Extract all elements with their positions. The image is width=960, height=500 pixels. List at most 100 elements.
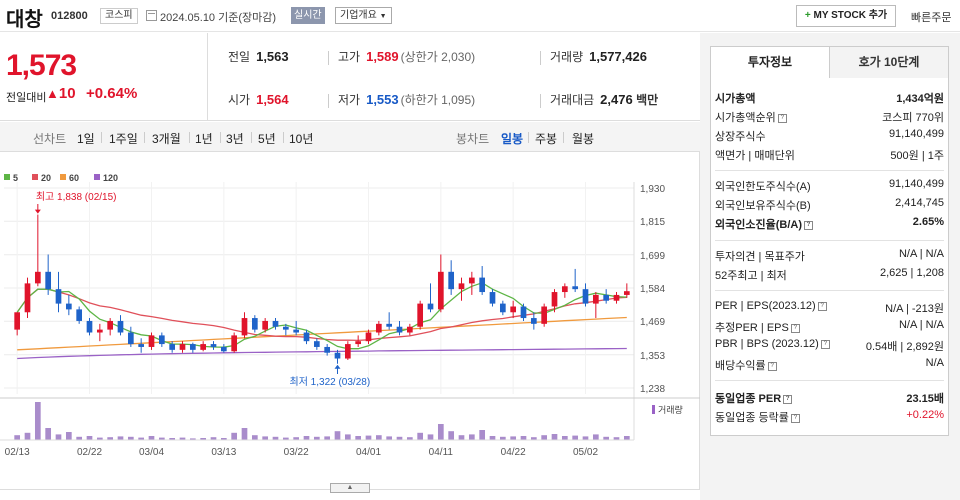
candle-body xyxy=(489,292,496,304)
candle-body xyxy=(551,292,558,307)
candle-chart-label: 봉차트 xyxy=(456,132,490,146)
volume-bar xyxy=(220,438,227,440)
info-icon[interactable]: ? xyxy=(777,113,787,123)
info-icon[interactable]: ? xyxy=(804,220,813,230)
candle-body xyxy=(210,344,217,347)
candle-body xyxy=(386,323,393,327)
divider xyxy=(715,240,944,241)
y-tick-label: 1,353 xyxy=(640,351,665,362)
info-icon[interactable]: ? xyxy=(783,394,793,404)
candle-body xyxy=(241,318,248,336)
volume-bar xyxy=(231,432,238,440)
divider xyxy=(189,132,190,143)
candle-body xyxy=(76,309,83,321)
tab-1w[interactable]: 1주일 xyxy=(109,132,138,146)
volume-bar xyxy=(355,436,362,440)
y-tick-label: 1,238 xyxy=(640,384,665,395)
open-label: 시가 xyxy=(228,93,251,107)
calendar-icon xyxy=(146,10,157,21)
x-tick-label: 05/02 xyxy=(573,447,598,458)
volume-bar xyxy=(241,428,248,440)
volume-bar xyxy=(375,435,382,440)
invest-row-label: PER | EPS(2023.12)? xyxy=(715,300,827,312)
divider xyxy=(540,94,541,108)
candle-body xyxy=(582,289,589,304)
tab-1d[interactable]: 1일 xyxy=(77,132,95,146)
y-tick-label: 1,584 xyxy=(640,284,665,295)
candle-body xyxy=(592,294,599,304)
low-arrow-head xyxy=(334,364,341,369)
y-tick-label: 1,699 xyxy=(640,251,665,262)
company-overview-dropdown[interactable]: 기업개요 ▼ xyxy=(335,7,392,24)
high-price: 고가 1,589 (상한가 2,030) xyxy=(338,48,475,65)
candle-body xyxy=(65,303,72,310)
realtime-button[interactable]: 실시간 xyxy=(291,7,325,24)
info-icon[interactable]: ? xyxy=(817,301,827,311)
candle-body xyxy=(427,303,434,310)
volume-legend-swatch xyxy=(652,405,655,414)
legend-swatch xyxy=(32,174,38,180)
prev-close-label: 전일 xyxy=(228,50,251,64)
tab-invest-info[interactable]: 투자정보 xyxy=(710,46,830,79)
info-icon[interactable]: ? xyxy=(767,361,777,371)
invest-row-value: N/A | N/A xyxy=(898,248,944,260)
volume-bar xyxy=(189,438,196,440)
volume-bar xyxy=(520,436,527,440)
tab-order-book[interactable]: 호가 10단계 xyxy=(829,46,949,79)
x-tick-label: 04/22 xyxy=(501,447,526,458)
candle-body xyxy=(34,271,41,284)
tab-3m[interactable]: 3개월 xyxy=(152,132,181,146)
candle-body xyxy=(282,326,289,330)
tab-monthly[interactable]: 월봉 xyxy=(572,132,595,146)
x-tick-label: 02/22 xyxy=(77,447,102,458)
candle-body xyxy=(365,332,372,342)
candle-body xyxy=(417,303,424,327)
volume-bar xyxy=(541,435,548,440)
ma120-line xyxy=(17,347,627,360)
volume-bar xyxy=(96,437,103,440)
change-percent: +0.64% xyxy=(86,85,138,102)
candle-body xyxy=(45,271,52,290)
candle-body xyxy=(613,294,620,301)
divider xyxy=(251,132,252,143)
tab-3y[interactable]: 3년 xyxy=(226,132,244,146)
candle-body xyxy=(293,329,300,333)
candle-body xyxy=(510,306,517,313)
info-icon[interactable]: ? xyxy=(790,413,800,423)
x-tick-label: 03/22 xyxy=(284,447,309,458)
tab-daily[interactable]: 일봉 xyxy=(501,132,524,146)
stock-name: 대창 xyxy=(6,9,43,31)
info-icon[interactable]: ? xyxy=(820,339,830,349)
candle-body xyxy=(623,291,630,295)
volume-bar xyxy=(210,437,217,440)
volume-bar xyxy=(303,436,310,440)
add-mystock-button[interactable]: + MY STOCK 추가 xyxy=(796,5,896,27)
candle-body xyxy=(324,346,331,353)
x-tick-label: 03/13 xyxy=(211,447,236,458)
open-value: 1,564 xyxy=(256,92,289,107)
volume-bar xyxy=(468,434,475,440)
candle-body xyxy=(117,320,124,333)
tab-weekly[interactable]: 주봉 xyxy=(535,132,558,146)
ma20-line xyxy=(16,288,627,342)
candle-body xyxy=(479,277,486,293)
base-date: 2024.05.10 기준(장마감) xyxy=(160,12,277,24)
candle-body xyxy=(561,286,568,293)
volume-bar xyxy=(200,438,207,440)
change-value: ▲10 xyxy=(46,85,76,102)
volume-bar xyxy=(262,436,269,440)
open-price: 시가 1,564 xyxy=(228,91,289,108)
volume-bar xyxy=(499,436,506,440)
price-summary: 1,573 전일대비 ▲10 +0.64% 전일 1,563 고가 1,589 (상한… xyxy=(0,33,700,121)
tab-10y[interactable]: 10년 xyxy=(289,132,314,146)
quick-order-link[interactable]: 빠른주문 xyxy=(911,12,952,24)
tab-1y[interactable]: 1년 xyxy=(195,132,213,146)
candle-chart[interactable]: 5 20 60 120 1,930 1,815 1,699 1,584 1,469 1,353 1,… xyxy=(0,152,700,490)
divider xyxy=(328,51,329,65)
candle-body xyxy=(458,283,465,290)
tab-5y[interactable]: 5년 xyxy=(258,132,276,146)
volume: 거래량 1,577,426 xyxy=(550,48,647,65)
expand-chart-handle[interactable]: ▲ xyxy=(330,483,370,493)
divider xyxy=(715,380,944,381)
info-icon[interactable]: ? xyxy=(790,323,800,333)
